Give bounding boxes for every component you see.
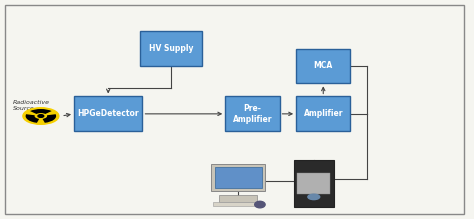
Text: Amplifier: Amplifier bbox=[303, 109, 343, 118]
FancyBboxPatch shape bbox=[140, 31, 201, 66]
Text: Radioactive
Source: Radioactive Source bbox=[12, 100, 49, 111]
Ellipse shape bbox=[308, 194, 319, 200]
FancyBboxPatch shape bbox=[213, 202, 257, 207]
FancyBboxPatch shape bbox=[296, 49, 350, 83]
FancyBboxPatch shape bbox=[74, 96, 143, 131]
Ellipse shape bbox=[255, 201, 265, 208]
Wedge shape bbox=[43, 114, 56, 123]
FancyBboxPatch shape bbox=[296, 96, 350, 131]
Text: HV Supply: HV Supply bbox=[148, 44, 193, 53]
Ellipse shape bbox=[23, 108, 59, 124]
Ellipse shape bbox=[39, 115, 43, 117]
Wedge shape bbox=[30, 109, 52, 114]
Text: HPGeDetector: HPGeDetector bbox=[77, 109, 139, 118]
FancyBboxPatch shape bbox=[219, 195, 257, 202]
Wedge shape bbox=[26, 114, 39, 123]
FancyBboxPatch shape bbox=[215, 167, 262, 188]
Text: Pre-
Amplifier: Pre- Amplifier bbox=[233, 104, 272, 124]
FancyBboxPatch shape bbox=[298, 173, 330, 194]
FancyBboxPatch shape bbox=[211, 164, 265, 191]
Ellipse shape bbox=[37, 114, 45, 118]
Text: MCA: MCA bbox=[314, 62, 333, 71]
Ellipse shape bbox=[38, 115, 44, 117]
FancyBboxPatch shape bbox=[225, 96, 280, 131]
FancyBboxPatch shape bbox=[294, 160, 334, 207]
